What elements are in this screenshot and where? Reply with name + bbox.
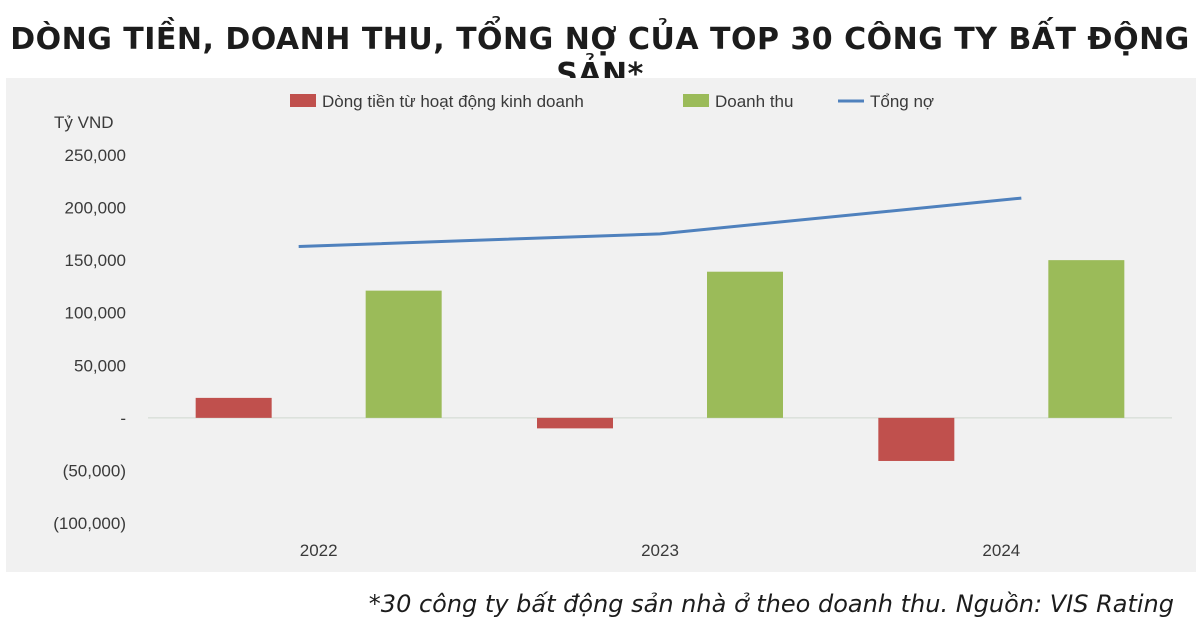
y-tick-label: 200,000 <box>65 199 126 218</box>
bar-revenue <box>1048 260 1125 418</box>
x-tick-label: 2023 <box>641 541 679 560</box>
x-tick-label: 2024 <box>982 541 1020 560</box>
bar-cashflow <box>878 417 955 461</box>
x-axis: 2022 2023 2024 <box>300 541 1020 560</box>
legend-label: Dòng tiền từ hoạt động kinh doanh <box>322 92 584 111</box>
footnote: *30 công ty bất động sản nhà ở theo doan… <box>368 590 1174 618</box>
line-total-debt <box>298 196 1022 248</box>
y-tick-label: (100,000) <box>53 514 126 533</box>
y-unit-label: Tỷ VND <box>54 113 114 132</box>
y-tick-label: 100,000 <box>65 304 126 323</box>
chart-svg: Dòng tiền từ hoạt động kinh doanh Doanh t… <box>53 92 1172 560</box>
y-tick-label: - <box>120 409 126 428</box>
legend-total-debt: Tổng nợ <box>838 92 934 111</box>
bars <box>195 260 1125 461</box>
legend-swatch <box>290 94 316 107</box>
chart-panel: Dòng tiền từ hoạt động kinh doanh Doanh t… <box>6 78 1196 572</box>
legend-cashflow: Dòng tiền từ hoạt động kinh doanh <box>290 92 584 111</box>
legend-label: Doanh thu <box>715 92 793 111</box>
bar-revenue <box>707 271 783 418</box>
lines <box>298 196 1022 248</box>
y-tick-label: 250,000 <box>65 146 126 165</box>
y-axis: Tỷ VND 250,000 200,000 150,000 100,000 50,000… <box>53 113 1172 533</box>
legend-swatch <box>683 94 709 107</box>
bar-cashflow <box>537 417 613 429</box>
chart-title: DÒNG TIỀN, DOANH THU, TỔNG NỢ CỦA TOP 30… <box>10 22 1190 92</box>
legend: Dòng tiền từ hoạt động kinh doanh Doanh t… <box>290 92 934 111</box>
legend-revenue: Doanh thu <box>683 92 793 111</box>
y-tick-label: 150,000 <box>65 251 126 270</box>
y-tick-label: (50,000) <box>63 461 126 480</box>
x-tick-label: 2022 <box>300 541 338 560</box>
bar-cashflow <box>195 397 272 418</box>
legend-label: Tổng nợ <box>870 92 934 111</box>
bar-revenue <box>365 290 442 418</box>
y-tick-label: 50,000 <box>74 356 126 375</box>
